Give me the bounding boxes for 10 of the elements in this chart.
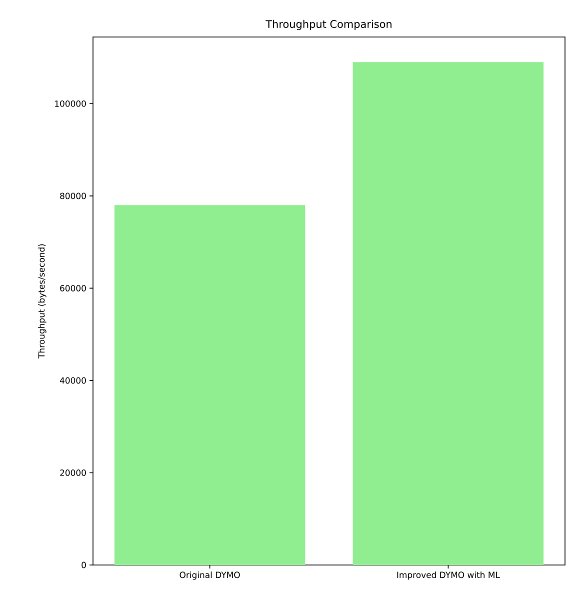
y-tick-label: 100000	[55, 100, 86, 107]
x-tick-label: Original DYMO	[180, 572, 240, 580]
chart-title: Throughput Comparison	[266, 20, 392, 30]
y-tick-label: 20000	[60, 470, 86, 476]
y-tick-label: 80000	[60, 192, 86, 200]
x-tick-label: Improved DYMO with ML	[397, 572, 500, 580]
y-tick-label: 60000	[60, 284, 86, 292]
y-tick-label: 40000	[60, 377, 86, 384]
y-axis-title: Throughput (bytes/second)	[38, 244, 46, 358]
y-tick-label: 0	[82, 562, 86, 568]
